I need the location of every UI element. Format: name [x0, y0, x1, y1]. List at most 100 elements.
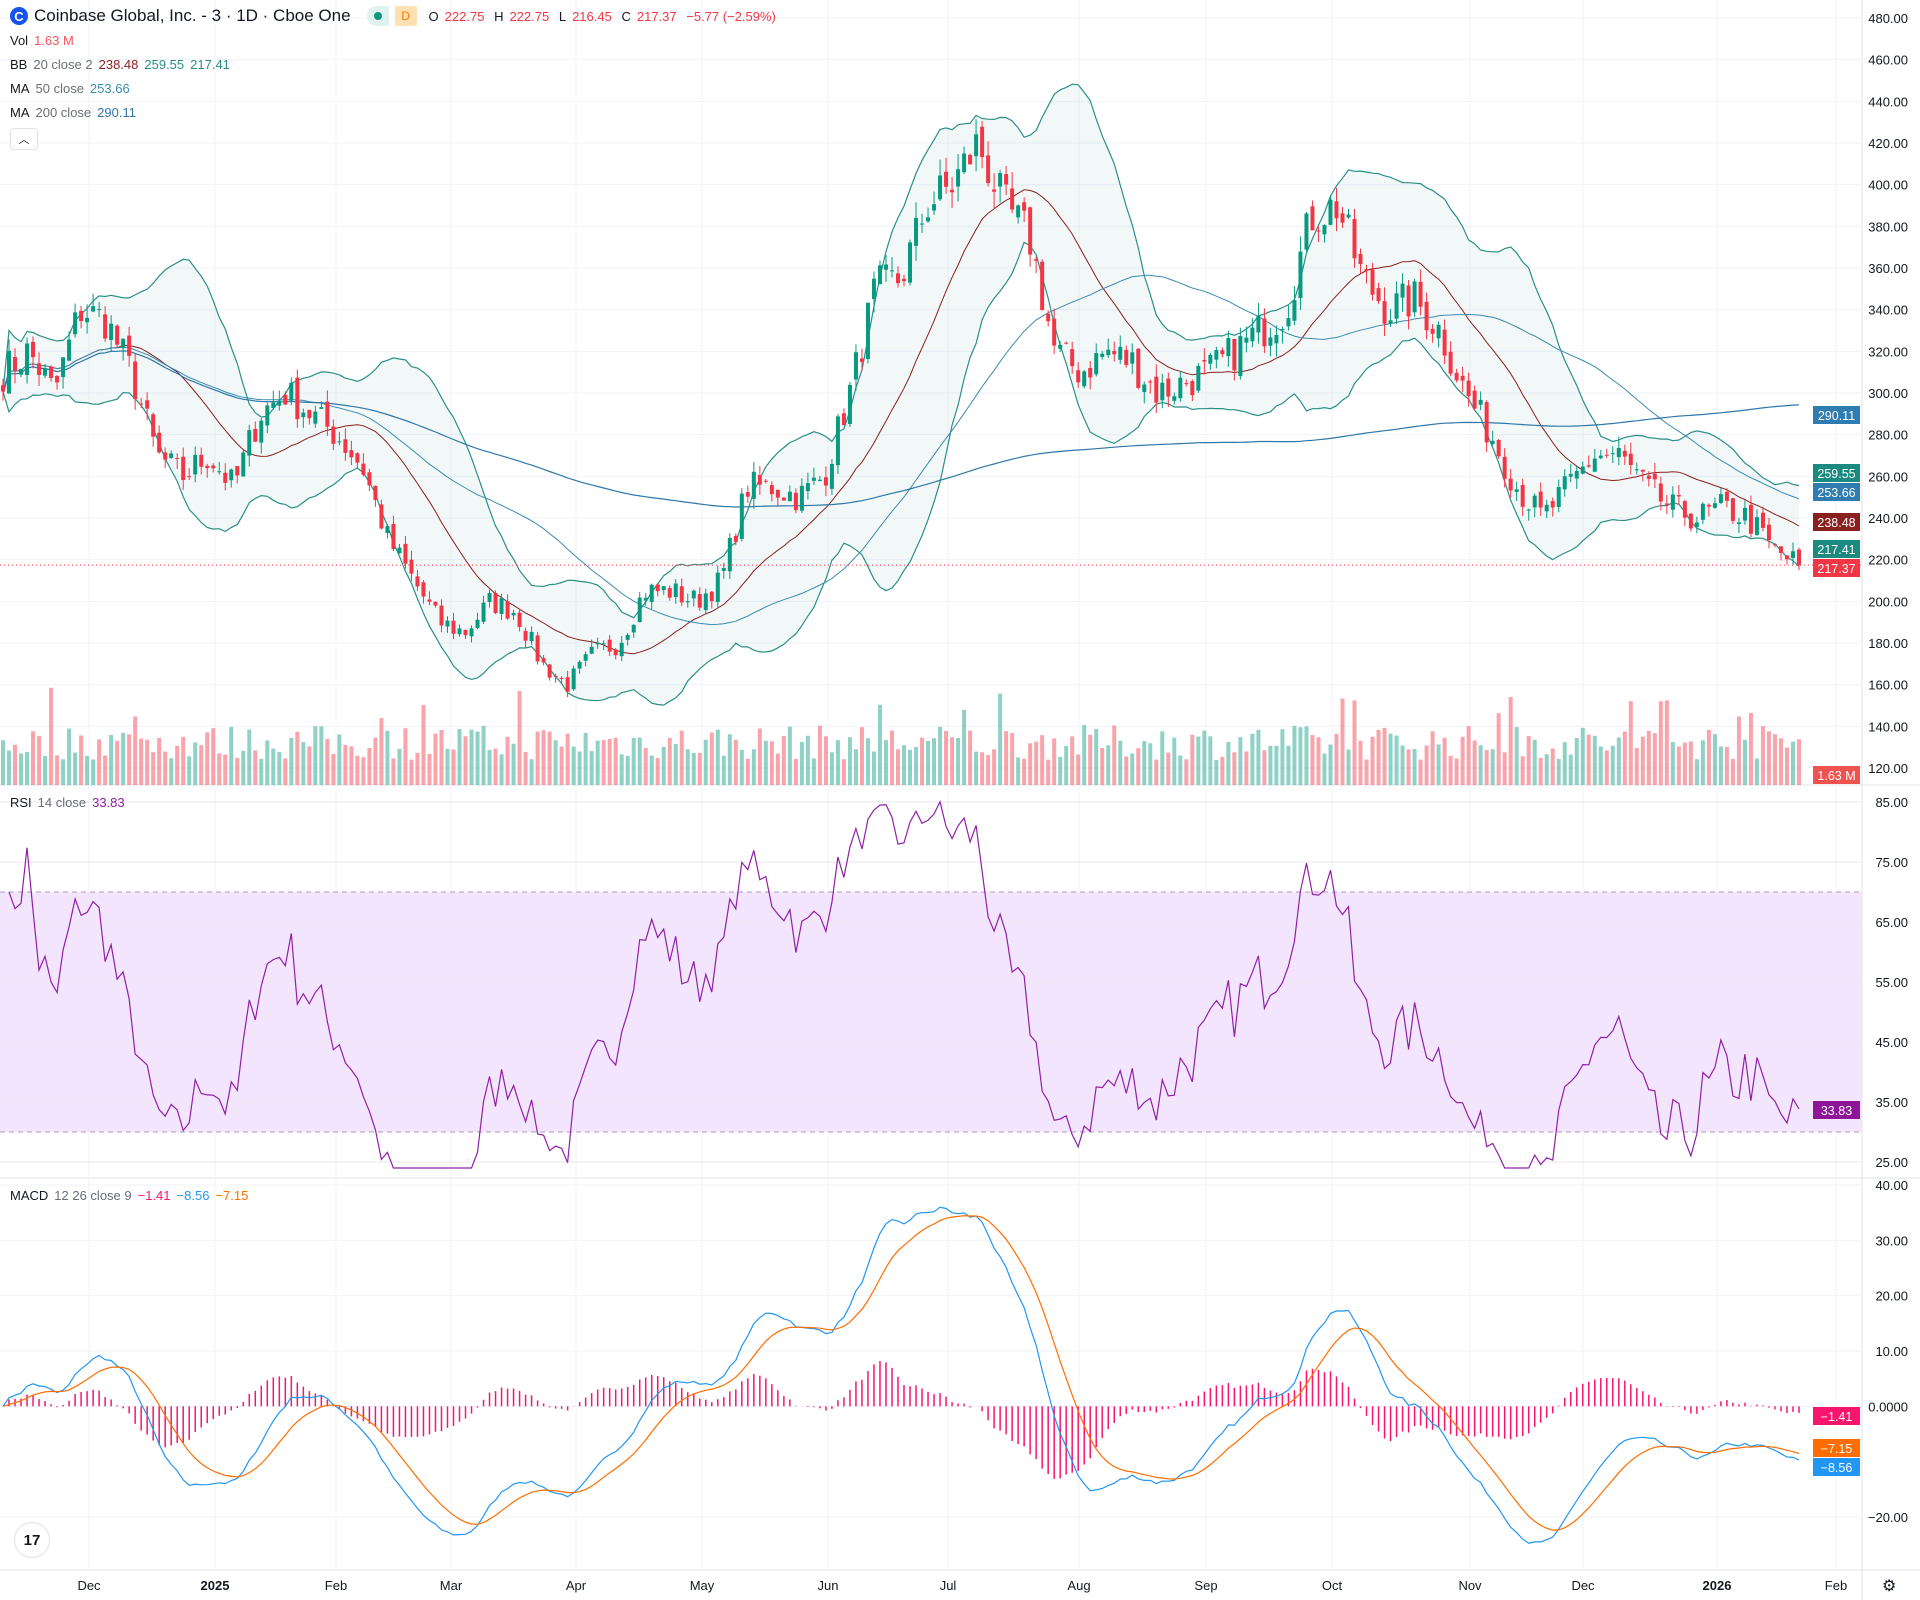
candle-body: [1382, 301, 1387, 324]
macd-badge: [1813, 1458, 1860, 1476]
candle-body: [1040, 261, 1045, 311]
price-axis-label: 340.00: [1868, 303, 1908, 318]
volume-bar: [938, 726, 943, 785]
ma50-legend[interactable]: MA 50 close 253.66: [10, 81, 130, 96]
candle-body: [1406, 285, 1411, 317]
candle-body: [1418, 281, 1423, 307]
candle-body: [415, 576, 420, 587]
candle-body: [1340, 213, 1345, 223]
volume-bar: [601, 740, 606, 785]
ma50-line: [2, 274, 1800, 626]
macd-line: [2, 1206, 1800, 1544]
candle-body: [835, 416, 840, 466]
candle-body: [379, 504, 384, 529]
volume-bar: [643, 747, 648, 785]
volume-bar: [613, 737, 618, 785]
volume-bar: [1322, 753, 1327, 785]
volume-bar: [271, 748, 276, 785]
volume-bar: [727, 734, 732, 785]
market-status-badge[interactable]: D: [366, 6, 423, 26]
candle-body: [1238, 336, 1243, 376]
volume-bar: [1166, 752, 1171, 785]
candle-body: [541, 658, 546, 663]
volume-bar: [433, 733, 438, 785]
volume-bar: [908, 749, 913, 785]
macd-hist-badge: [1813, 1407, 1860, 1425]
volume-bar: [1646, 730, 1651, 785]
macd-axis-label: 10.00: [1875, 1344, 1908, 1359]
volume-bar: [835, 740, 840, 785]
bb-legend[interactable]: BB 20 close 2 238.48 259.55 217.41: [10, 57, 230, 72]
volume-badge-text: 1.63 M: [1817, 769, 1855, 783]
candle-body: [19, 369, 24, 375]
candle-body: [1454, 372, 1459, 381]
volume-bar: [1004, 731, 1009, 785]
candle-body: [523, 630, 528, 641]
volume-bar: [499, 754, 504, 785]
collapse-legend-button[interactable]: ︿: [10, 128, 38, 150]
candle-body: [1100, 353, 1105, 357]
volume-bar: [391, 758, 396, 785]
volume-bar: [337, 734, 342, 785]
time-axis-label: Aug: [1067, 1578, 1090, 1593]
volume-bar: [1220, 756, 1225, 785]
volume-bar: [187, 756, 192, 785]
volume-bar: [956, 738, 961, 785]
candle-body: [829, 463, 834, 489]
candle-body: [529, 631, 534, 642]
price-axis-label: 160.00: [1868, 678, 1908, 693]
settings-gear-icon[interactable]: ⚙: [1882, 1578, 1897, 1595]
candle-body: [1064, 342, 1069, 344]
candle-body: [1472, 390, 1477, 409]
candle-body: [1730, 498, 1735, 521]
candle-body: [1412, 281, 1417, 313]
candle-body: [763, 480, 768, 482]
candle-body: [932, 204, 937, 211]
volume-bar: [1184, 759, 1189, 785]
rsi-legend[interactable]: RSI 14 close 33.83: [10, 795, 125, 810]
volume-bar: [667, 737, 672, 785]
change-value: −5.77 (−2.59%): [686, 8, 776, 24]
candle-body: [241, 452, 246, 477]
rsi-badge-text: 33.83: [1821, 1104, 1852, 1118]
ma200-line: [2, 350, 1800, 508]
macd-legend[interactable]: MACD 12 26 close 9 −1.41 −8.56 −7.15: [10, 1188, 249, 1203]
volume-bar: [403, 728, 408, 785]
volume-bar: [1118, 740, 1123, 785]
volume-legend[interactable]: Vol 1.63 M: [10, 33, 74, 48]
candle-body: [13, 356, 18, 371]
volume-bar: [739, 749, 744, 785]
volume-bar: [721, 755, 726, 785]
candle-body: [1502, 456, 1507, 479]
candle-body: [1442, 329, 1447, 356]
candle-body: [1400, 283, 1405, 298]
symbol-title[interactable]: Coinbase Global, Inc. - 3 · 1D · Cboe On…: [34, 6, 351, 25]
candle-body: [235, 466, 240, 476]
candle-body: [481, 602, 486, 622]
candle-body: [565, 677, 570, 692]
candle-body: [1106, 349, 1111, 356]
candle-body: [1172, 396, 1177, 401]
volume-bar: [1580, 727, 1585, 785]
candle-body: [619, 642, 624, 657]
candle-body: [85, 317, 90, 323]
volume-bar: [1736, 716, 1741, 785]
candle-body: [247, 430, 252, 456]
symbol-header: C Coinbase Global, Inc. - 3 · 1D · Cboe …: [10, 6, 788, 26]
candle-body: [1694, 522, 1699, 527]
candle-body: [283, 394, 288, 405]
candle-body: [1490, 440, 1495, 444]
candle-body: [944, 171, 949, 187]
candle-body: [1298, 251, 1303, 299]
volume-bar: [385, 730, 390, 785]
tradingview-logo-icon[interactable]: 17: [14, 1522, 50, 1558]
candle-body: [37, 363, 42, 375]
candle-body: [823, 477, 828, 486]
candle-body: [1448, 351, 1453, 374]
rsi-axis-label: 65.00: [1875, 915, 1908, 930]
ma200-legend[interactable]: MA 200 close 290.11: [10, 105, 136, 120]
volume-bar: [1016, 757, 1021, 785]
volume-bar: [944, 730, 949, 785]
candle-body: [637, 597, 642, 623]
